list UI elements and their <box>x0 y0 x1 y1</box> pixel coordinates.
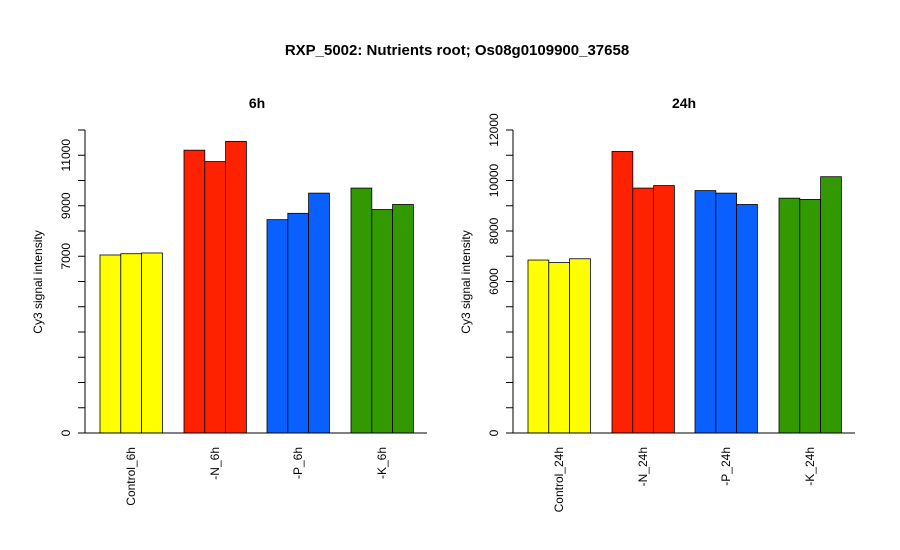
bar-Control_24h-2 <box>548 262 570 434</box>
panel-title-24h: 24h <box>672 95 696 111</box>
bar--N_24h-3 <box>653 185 675 434</box>
bar--P_24h-3 <box>736 204 758 434</box>
bar--K_6h-3 <box>392 204 414 434</box>
category-label--N_24h: -N_24h <box>636 447 650 486</box>
y-axis-label-24h: Cy3 signal intensity <box>459 230 473 333</box>
bar--K_24h-1 <box>778 197 801 434</box>
bar--P_6h-2 <box>287 212 309 434</box>
y-tick-label-24h-12000: 12000 <box>487 113 501 147</box>
bar-Control_24h-1 <box>527 259 550 434</box>
bar--K_24h-3 <box>820 176 842 434</box>
category-label-Control_6h: Control_6h <box>124 447 138 506</box>
chart-main-title: RXP_5002: Nutrients root; Os08g0109900_3… <box>285 42 629 59</box>
bar-Control_24h-3 <box>569 258 591 434</box>
bar--P_6h-3 <box>308 192 330 434</box>
category-label--P_6h: -P_6h <box>291 447 305 479</box>
y-tick-label-24h-6000: 6000 <box>487 268 501 295</box>
panel-title-6h: 6h <box>249 95 265 111</box>
bar--K_24h-2 <box>799 199 821 434</box>
y-tick-label-6h-7000: 7000 <box>59 243 73 270</box>
bar--P_24h-1 <box>694 190 717 434</box>
category-label--N_6h: -N_6h <box>208 447 222 480</box>
bar-Control_6h-2 <box>120 253 143 434</box>
bar--N_6h-2 <box>204 161 227 434</box>
bar--N_6h-3 <box>225 140 247 434</box>
panel-24h: 24h Cy3 signal intensity 0 6000 8000 10000 1… <box>459 95 855 512</box>
y-tick-label-6h-9000: 9000 <box>59 192 73 219</box>
bar-Control_6h-3 <box>141 252 163 434</box>
bar--N_24h-1 <box>611 151 634 434</box>
y-tick-label-24h-0: 0 <box>487 429 501 436</box>
category-label--P_24h: -P_24h <box>719 447 733 486</box>
bar--P_6h-1 <box>266 219 289 434</box>
bar--N_6h-1 <box>183 149 206 434</box>
panel-6h: 6h Cy3 signal intensity 0 7000 9000 11000 Co… <box>31 95 427 506</box>
bar--P_24h-2 <box>715 192 737 434</box>
y-axis-label-6h: Cy3 signal intensity <box>31 230 45 333</box>
category-label--K_6h: -K_6h <box>375 447 389 479</box>
y-tick-label-24h-10000: 10000 <box>487 163 501 197</box>
bar--K_6h-2 <box>371 209 393 434</box>
category-label-Control_24h: Control_24h <box>552 447 566 512</box>
bar--N_24h-2 <box>632 187 654 434</box>
y-tick-label-6h-11000: 11000 <box>59 139 73 172</box>
y-tick-label-6h-0: 0 <box>59 429 73 436</box>
bar--K_6h-1 <box>350 187 373 434</box>
category-label--K_24h: -K_24h <box>803 447 817 486</box>
y-tick-label-24h-8000: 8000 <box>487 217 501 244</box>
bar-Control_6h-1 <box>99 254 122 434</box>
